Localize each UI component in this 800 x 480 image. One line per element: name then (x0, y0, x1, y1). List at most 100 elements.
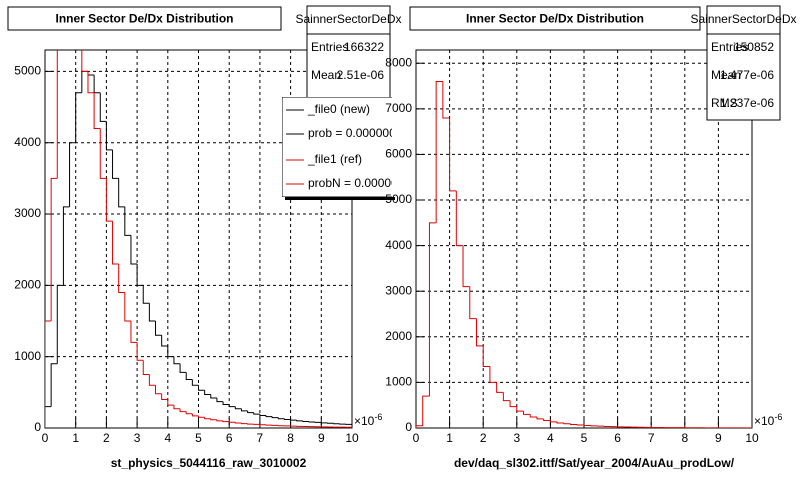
histogram-bin (345, 423, 352, 428)
x-tick-label: 4 (547, 431, 554, 445)
histogram-bin (204, 390, 211, 395)
x-tick-label: 9 (318, 431, 325, 445)
exponent: -6 (374, 412, 382, 422)
histogram-bin (130, 235, 138, 265)
y-tick-label: 2000 (385, 329, 412, 343)
histogram-bin (502, 392, 511, 402)
y-tick-label: 5000 (14, 64, 41, 78)
histogram-bin (62, 206, 70, 286)
y-tick-label: 1000 (14, 349, 41, 363)
histogram-bin (69, 142, 76, 207)
x-tick-label: 0 (413, 431, 420, 445)
histogram-bin (179, 363, 187, 373)
histogram-bin (161, 393, 168, 400)
x-tick-label: 5 (581, 431, 588, 445)
histogram-bin (516, 406, 524, 412)
histogram-bin (50, 177, 58, 322)
histogram-bin (247, 410, 254, 414)
histogram-bin (136, 342, 144, 361)
histogram-bin (161, 335, 168, 347)
histogram-bin (543, 418, 551, 421)
y-tick-label: 5000 (385, 192, 412, 206)
legend-box (282, 97, 392, 197)
x-axis-label: dev/daq_sl302.ittf/Sat/year_2004/AuAu_pr… (454, 456, 735, 470)
histogram-bin (556, 421, 564, 424)
histogram-bin (204, 417, 211, 420)
histogram-bin (576, 424, 584, 426)
histogram-bin (93, 92, 101, 129)
histogram-bin (179, 408, 187, 413)
legend-label: prob = 0.000000 (308, 126, 396, 140)
histogram-bin (87, 71, 95, 94)
x-tick-label: 7 (648, 431, 655, 445)
histogram-bin (271, 416, 279, 419)
histogram-bin (496, 382, 504, 393)
histograms (416, 80, 752, 428)
legend-shadow (285, 197, 395, 200)
y-tick-label: 6000 (385, 147, 412, 161)
histogram-bin (482, 345, 490, 367)
histogram-bin (216, 419, 224, 422)
stats-value: 166322 (344, 40, 384, 54)
histogram-bin (142, 285, 150, 304)
x-tick-label: 10 (745, 431, 759, 445)
histogram-bin (130, 321, 138, 343)
stats-key: Mean (311, 68, 341, 82)
stats-key: Entries (711, 40, 748, 54)
histogram-bin (45, 406, 52, 428)
histogram-bin (56, 284, 64, 364)
histogram-bin (228, 404, 236, 408)
histogram-bin (185, 372, 193, 381)
histogram-bin (240, 423, 248, 425)
stats-title: SainnerSectorDeDx (690, 12, 796, 26)
legend: _file0 (new) prob = 0.000000 _file1 (ref) p… (282, 97, 405, 197)
x-tick-label: 9 (715, 431, 722, 445)
histogram-bin (75, 92, 82, 143)
histogram-bin (216, 398, 224, 403)
histogram-bin (118, 178, 125, 208)
y-tick-label: 4000 (385, 238, 412, 252)
histogram-bin (56, 50, 58, 179)
histogram-bin (148, 303, 156, 322)
x-tick-label: 1 (72, 431, 79, 445)
histogram-bin (167, 399, 174, 406)
legend-label: _file0 (new) (307, 102, 370, 116)
histogram-bin (469, 286, 477, 320)
y-tick-label: 2000 (14, 278, 41, 292)
histogram-bin (259, 414, 267, 417)
histogram-bin (529, 414, 537, 418)
y-tick-label: 0 (34, 420, 41, 434)
histogram-bin (345, 426, 352, 428)
histogram-bin (105, 121, 113, 151)
stats-key: RMS (711, 96, 738, 110)
histogram-bin (570, 423, 578, 425)
legend-label: probN = 0.000000 (308, 176, 405, 190)
stats-key: Entries (311, 40, 348, 54)
histogram-bin (523, 411, 531, 415)
histogram-bin (112, 149, 119, 179)
histogram-bin (191, 379, 199, 386)
title-box (7, 6, 282, 31)
histograms (45, 50, 352, 428)
histogram-bin (428, 222, 437, 397)
histogram-bin (240, 408, 248, 412)
x-tick-label: 8 (681, 431, 688, 445)
histogram-bin (155, 385, 162, 395)
x-tick-label: 2 (480, 431, 487, 445)
histogram-bin (210, 394, 217, 399)
y-tick-label: 8000 (385, 55, 412, 69)
histogram-bin (455, 190, 464, 247)
histogram-bin (173, 405, 181, 410)
stats-title: SainnerSectorDeDx (295, 12, 401, 26)
histogram-bin (118, 263, 125, 293)
histogram-bin (198, 415, 205, 418)
y-tick-label: 4000 (14, 135, 41, 149)
histogram-bin (198, 385, 205, 391)
histogram-bin (45, 320, 52, 428)
histogram-bin (536, 417, 544, 420)
histogram-bin (549, 420, 558, 423)
histogram-bin (124, 292, 131, 322)
x-axis-label: st_physics_5044116_raw_3010002 (111, 456, 307, 470)
histogram-bin (191, 413, 199, 417)
histogram-bin (173, 356, 181, 365)
